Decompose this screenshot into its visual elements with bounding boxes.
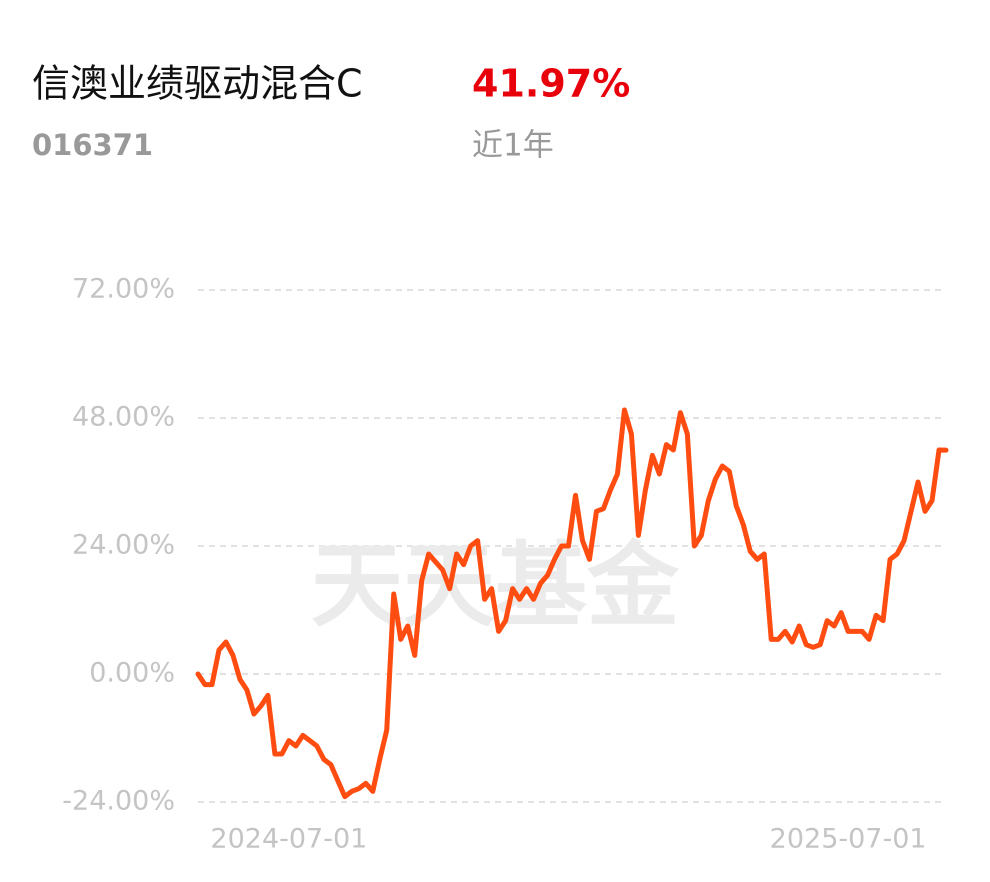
y-tick-label: 0.00% bbox=[89, 658, 175, 689]
y-tick-label: -24.00% bbox=[62, 786, 175, 817]
x-tick-label: 2025-07-01 bbox=[770, 824, 927, 855]
y-tick-label: 48.00% bbox=[72, 402, 175, 433]
fund-title: 信澳业绩驱动混合C bbox=[32, 62, 363, 106]
y-tick-label: 24.00% bbox=[72, 530, 175, 561]
period-label: 近1年 bbox=[472, 128, 554, 164]
line-series bbox=[195, 407, 949, 800]
x-tick-label: 2024-07-01 bbox=[210, 824, 367, 855]
fund-return: 41.97% bbox=[472, 62, 630, 106]
fund-code: 016371 bbox=[32, 128, 153, 162]
y-tick-label: 72.00% bbox=[72, 274, 175, 305]
